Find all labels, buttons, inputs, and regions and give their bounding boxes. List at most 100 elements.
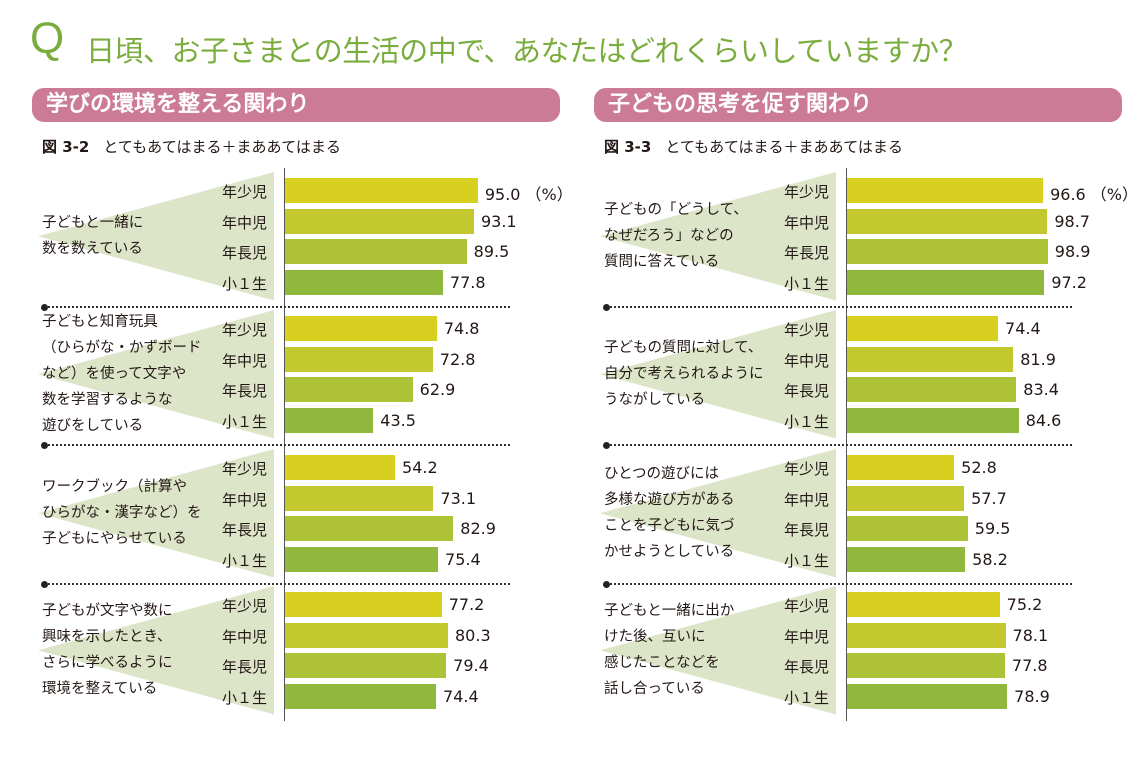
category-label: 年長児 xyxy=(221,658,267,676)
bar xyxy=(847,622,1006,648)
group-label-line: 感じたことなどを xyxy=(604,655,720,672)
data-label: 54.2 xyxy=(402,458,438,477)
group-label-line: 数を数えている xyxy=(42,241,143,258)
data-label: 98.7 xyxy=(1054,211,1090,231)
group-fan xyxy=(38,310,274,439)
category-label: 小１生 xyxy=(783,688,829,707)
data-label: 43.5 xyxy=(380,410,416,430)
data-label: 78.9 xyxy=(1014,686,1050,706)
category-label: 年少児 xyxy=(221,597,267,615)
category-label: 小１生 xyxy=(221,274,267,293)
bar xyxy=(847,546,966,572)
category-label: 年中児 xyxy=(783,351,829,370)
data-label: 75.2 xyxy=(1006,595,1043,614)
bar xyxy=(847,653,1005,678)
group-label: 子どもの質問に対して、 自分で考えられるように うながしている xyxy=(604,335,764,413)
category-label: 年少児 xyxy=(783,183,829,201)
group-label-line: 質問に答えている xyxy=(604,254,720,271)
category-label: 年少児 xyxy=(221,183,267,201)
bar xyxy=(847,516,968,541)
group-label-line: （ひらがな・かずボード xyxy=(42,340,202,357)
data-label: 95.0 （%） xyxy=(484,185,573,204)
data-label: 52.8 xyxy=(961,458,997,477)
group-label-line: けた後、互いに xyxy=(604,629,706,646)
category-label: 年長児 xyxy=(783,658,829,676)
data-label: 79.4 xyxy=(453,656,489,675)
group-label-line: かせようとしている xyxy=(604,544,735,561)
data-label: 81.9 xyxy=(1020,349,1056,369)
group-separator xyxy=(48,305,510,308)
category-label: 年中児 xyxy=(221,490,267,509)
group-label-line: 話し合っている xyxy=(604,681,705,698)
data-label: 57.7 xyxy=(971,488,1007,508)
category-label: 年少児 xyxy=(221,460,267,478)
data-label: 83.4 xyxy=(1023,380,1059,399)
group-label-line: 多様な遊び方がある xyxy=(604,492,735,509)
bar xyxy=(847,407,1019,433)
question-title: 日頃、お子さまとの生活の中で、あなたはどれくらいしていますか？ xyxy=(86,34,968,68)
category-label: 年中児 xyxy=(221,213,267,232)
category-label: 年長児 xyxy=(783,244,829,262)
separator-dot xyxy=(41,441,48,449)
group-label-line: 子どもと知育玩具 xyxy=(42,314,158,331)
category-label: 小１生 xyxy=(783,551,829,570)
category-label: 年長児 xyxy=(221,382,267,400)
group-label-line: 子どもと一緒に出か xyxy=(604,603,735,620)
group-separator xyxy=(610,582,1072,585)
data-label: 98.9 xyxy=(1054,242,1091,261)
group-label: 子どもの「どうして、 なぜだろう」などの 質問に答えている xyxy=(604,197,748,275)
bar xyxy=(285,485,434,511)
category-label: 年中児 xyxy=(221,627,267,646)
group-label-line: 遊びをしている xyxy=(42,418,144,435)
group-fan xyxy=(600,449,836,578)
bar xyxy=(847,683,1008,709)
group-fan xyxy=(600,172,836,301)
category-label: 年長児 xyxy=(783,521,829,539)
bar xyxy=(285,208,474,234)
group-fan xyxy=(600,586,836,715)
data-label: 77.8 xyxy=(1011,656,1048,675)
group-fan xyxy=(38,449,274,578)
separator-dot xyxy=(41,303,48,311)
group-label: ひとつの遊びには 多様な遊び方がある ことを子どもに気づ かせようとしている xyxy=(604,461,735,565)
data-label: 58.2 xyxy=(972,549,1008,569)
bar xyxy=(285,377,413,402)
category-label: 年少児 xyxy=(783,460,829,478)
group-label-line: 自分で考えられるように xyxy=(604,366,764,383)
group-label-line: 子どもにやらせている xyxy=(42,531,187,548)
group-fan xyxy=(38,586,274,715)
group-fan xyxy=(600,310,836,439)
group-label-line: 子どもの質問に対して、 xyxy=(604,340,763,357)
bar xyxy=(285,516,454,541)
bar xyxy=(847,455,955,480)
group-separator xyxy=(48,582,510,585)
group-separator xyxy=(610,443,1072,446)
group-label-line: など）を使って文字や xyxy=(42,366,187,383)
category-label: 小１生 xyxy=(221,688,267,707)
bar xyxy=(285,239,467,264)
bar xyxy=(847,346,1014,372)
data-label: 84.6 xyxy=(1025,410,1062,430)
data-label: 77.8 xyxy=(449,272,486,292)
data-label: 74.4 xyxy=(1005,319,1041,338)
category-label: 年少児 xyxy=(783,321,829,339)
bar xyxy=(847,239,1048,264)
group-label-line: ことを子どもに気づ xyxy=(604,518,735,535)
bar xyxy=(285,455,396,480)
group-label-line: うながしている xyxy=(604,392,706,409)
group-label: 子どもが文字や数に 興味を示したとき、 さらに学べるように 環境を整えている xyxy=(42,598,173,702)
chart-title: とてもあてはまる＋まああてはまる xyxy=(665,138,903,156)
group-label-line: 興味を示したとき、 xyxy=(42,629,172,646)
data-label: 77.2 xyxy=(448,595,485,614)
bar xyxy=(847,377,1017,402)
figure-number: 図 3-3 xyxy=(604,138,652,156)
bar xyxy=(285,407,374,433)
group-label-line: 子どもの「どうして、 xyxy=(604,202,748,219)
separator-dot xyxy=(41,580,48,588)
bar xyxy=(285,592,442,617)
category-label: 小１生 xyxy=(221,412,267,431)
figure-caption-left: 図 3-2 とてもあてはまる＋まああてはまる xyxy=(42,136,341,157)
group-label: ワークブック（計算や ひらがな・漢字など）を 子どもにやらせている xyxy=(42,474,202,552)
figure-caption-right: 図 3-3 とてもあてはまる＋まああてはまる xyxy=(604,136,903,157)
